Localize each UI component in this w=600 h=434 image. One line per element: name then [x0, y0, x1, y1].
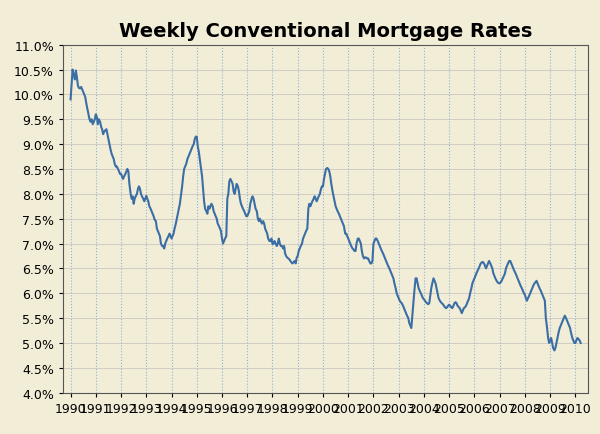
Title: Weekly Conventional Mortgage Rates: Weekly Conventional Mortgage Rates — [119, 22, 532, 41]
